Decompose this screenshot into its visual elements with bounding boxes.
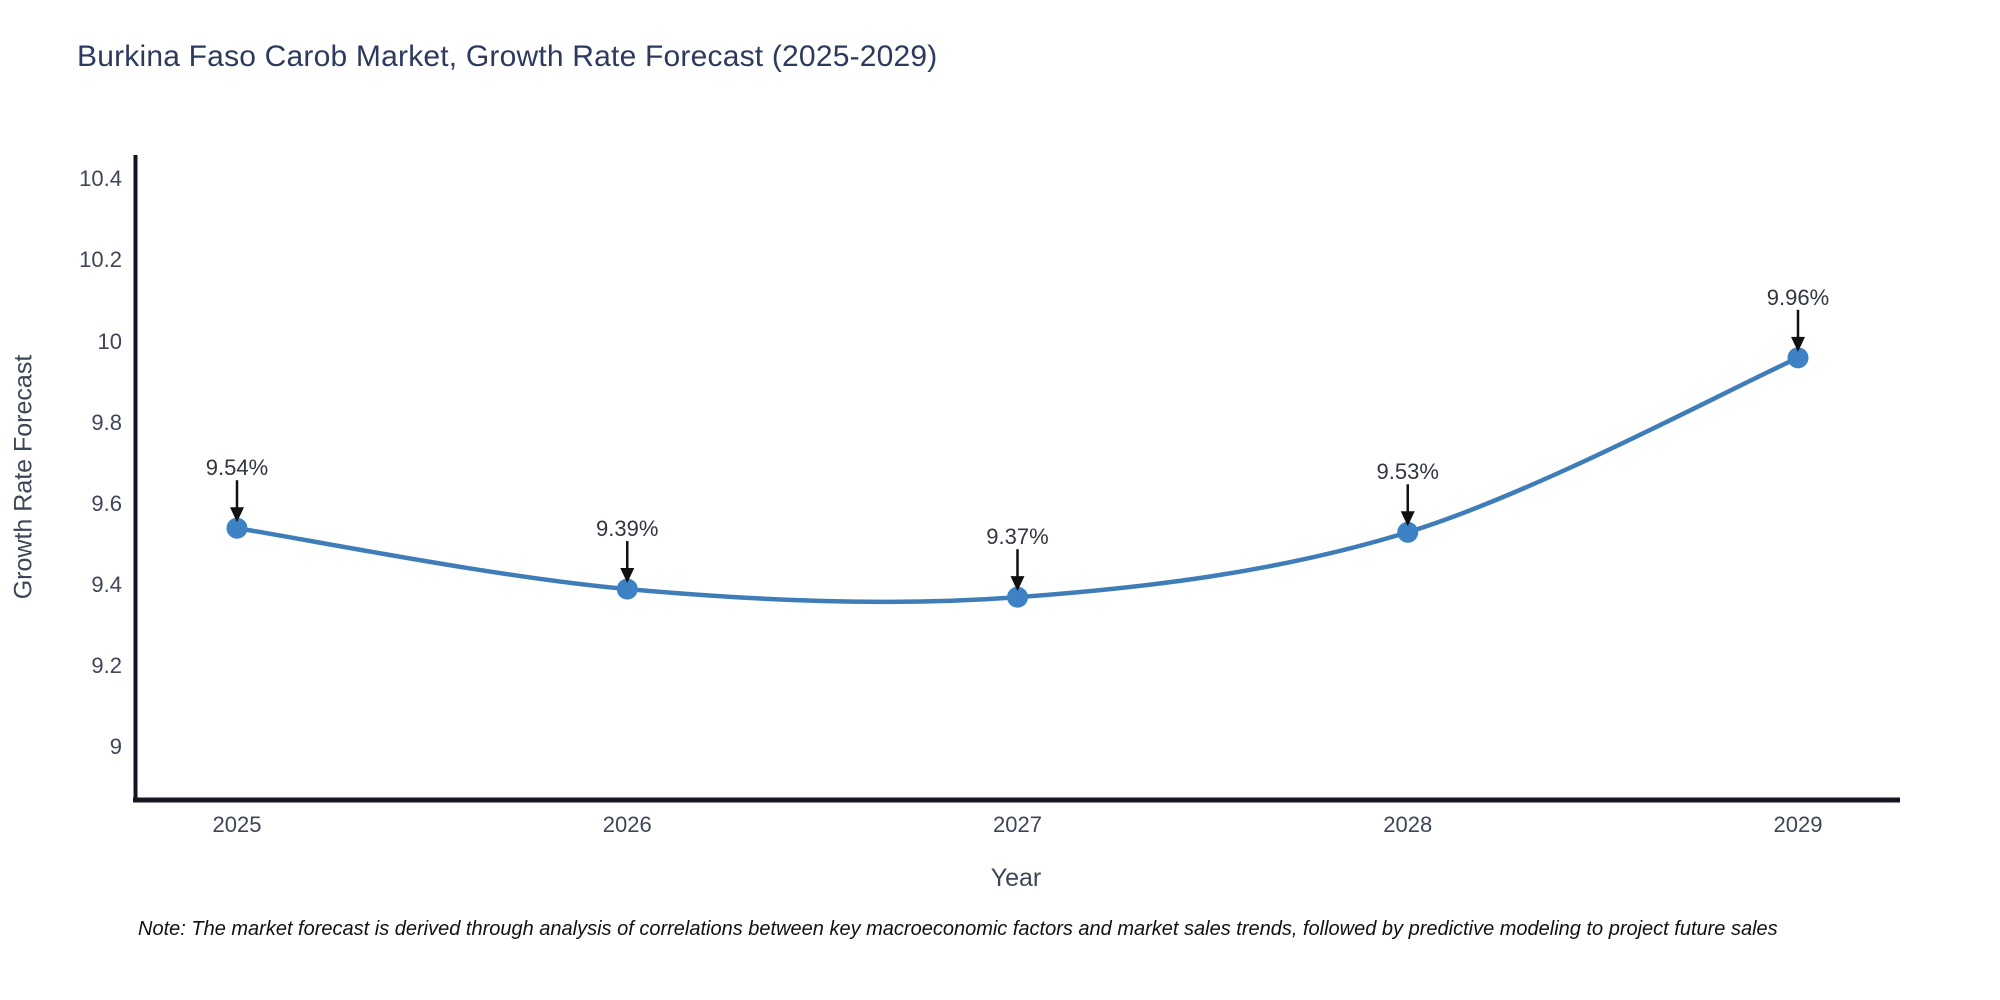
data-point-marker: [1007, 586, 1028, 608]
point-value-label: 9.53%: [1376, 459, 1439, 485]
x-tick-label: 2026: [602, 812, 652, 837]
data-point-marker: [616, 578, 638, 600]
y-tick-label: 10: [97, 328, 122, 354]
x-axis-title: Year: [990, 864, 1042, 892]
y-tick-label: 9.6: [91, 490, 122, 516]
annotation-arrow-head-icon: [230, 507, 244, 523]
point-value-label: 9.37%: [986, 524, 1049, 550]
data-point-marker: [226, 517, 248, 539]
point-value-label: 9.39%: [596, 516, 659, 542]
point-value-label: 9.96%: [1766, 284, 1830, 310]
annotation-arrow-head-icon: [1010, 576, 1025, 592]
y-tick-label: 9.4: [91, 572, 122, 597]
y-tick-label: 9.2: [91, 653, 122, 679]
chart-title: Burkina Faso Carob Market, Growth Rate F…: [77, 40, 938, 73]
y-tick-label: 9: [109, 734, 122, 760]
y-axis-title: Growth Rate Forecast: [9, 354, 38, 600]
data-point-marker: [1397, 521, 1419, 543]
data-point-marker: [1787, 347, 1809, 369]
x-tick-label: 2027: [993, 812, 1042, 837]
y-tick-label: 10.4: [79, 166, 122, 192]
annotation-arrow-head-icon: [1400, 511, 1415, 527]
y-tick-label: 10.2: [79, 247, 122, 273]
footnote: Note: The market forecast is derived thr…: [138, 918, 1778, 940]
y-tick-label: 9.8: [91, 409, 122, 435]
point-value-label: 9.54%: [205, 455, 269, 481]
annotation-arrow-head-icon: [620, 568, 635, 584]
x-tick-label: 2025: [212, 812, 262, 837]
x-tick-label: 2029: [1773, 812, 1823, 837]
x-tick-label: 2028: [1383, 812, 1433, 837]
annotation-arrow-head-icon: [1791, 336, 1805, 352]
